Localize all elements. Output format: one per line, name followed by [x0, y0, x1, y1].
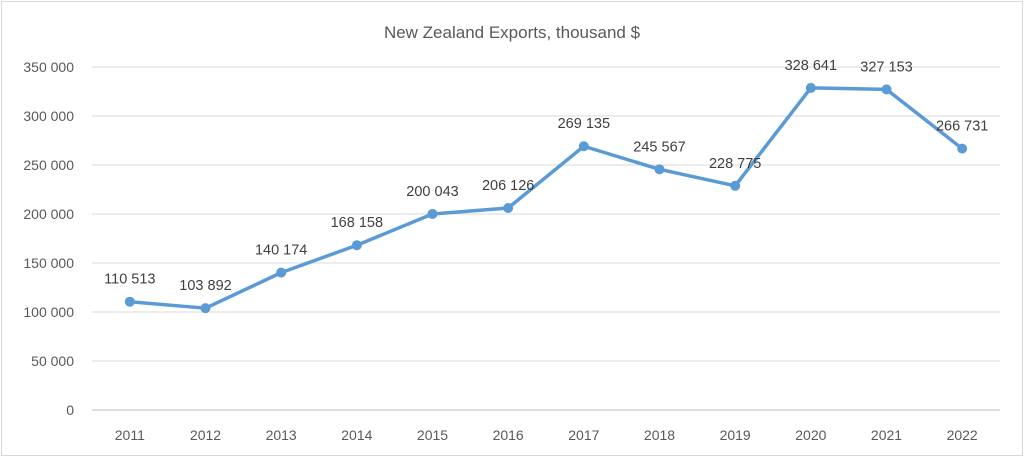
y-axis-tick-labels: 0 50 000 100 000 150 000 200 000 250 000 300 0… — [23, 59, 74, 418]
data-label: 200 043 — [406, 184, 458, 200]
data-label: 168 158 — [331, 215, 383, 231]
x-tick-label: 2016 — [493, 427, 524, 443]
x-tick-label: 2015 — [417, 427, 448, 443]
y-tick-label: 200 000 — [23, 206, 74, 222]
x-tick-label: 2022 — [947, 427, 978, 443]
data-label: 266 731 — [936, 119, 988, 135]
x-tick-label: 2014 — [341, 427, 372, 443]
x-tick-label: 2019 — [720, 427, 751, 443]
y-tick-label: 50 000 — [31, 353, 74, 369]
x-tick-label: 2011 — [115, 427, 145, 443]
data-point — [654, 164, 665, 175]
data-point — [200, 303, 211, 314]
data-point — [730, 180, 741, 191]
x-tick-label: 2018 — [644, 427, 675, 443]
data-point — [805, 82, 816, 93]
y-tick-label: 100 000 — [23, 304, 74, 320]
x-tick-label: 2017 — [568, 427, 599, 443]
data-label: 327 153 — [860, 59, 912, 75]
series-line — [128, 86, 964, 310]
series-line-path — [128, 86, 964, 310]
data-label: 228 775 — [709, 156, 761, 172]
data-point — [351, 240, 362, 251]
data-label: 140 174 — [255, 243, 307, 259]
gridlines — [92, 66, 1000, 411]
series-points — [124, 82, 968, 314]
data-label: 206 126 — [482, 178, 534, 194]
x-axis-tick-labels: 2011 2012 2013 2014 2015 2016 2017 2018 2019 2020… — [115, 427, 978, 443]
data-label: 103 892 — [179, 278, 231, 294]
data-point — [124, 296, 135, 307]
data-point — [503, 202, 514, 213]
x-tick-label: 2021 — [871, 427, 902, 443]
y-tick-label: 150 000 — [23, 255, 74, 271]
x-tick-label: 2012 — [190, 427, 221, 443]
data-labels: 110 513 103 892 140 174 168 158 200 043 206 1… — [104, 58, 988, 294]
data-point — [427, 208, 438, 219]
x-tick-label: 2013 — [266, 427, 297, 443]
data-point — [957, 143, 968, 154]
data-label: 269 135 — [558, 116, 610, 132]
data-point — [276, 267, 287, 278]
data-label: 245 567 — [633, 139, 685, 155]
data-label: 328 641 — [785, 58, 837, 74]
x-tick-label: 2020 — [795, 427, 826, 443]
data-point — [578, 141, 589, 152]
y-tick-label: 300 000 — [23, 108, 74, 124]
y-tick-label: 0 — [66, 402, 74, 418]
data-point — [881, 84, 892, 95]
data-label: 110 513 — [104, 272, 155, 288]
chart-title: New Zealand Exports, thousand $ — [384, 23, 641, 42]
y-tick-label: 250 000 — [23, 157, 74, 173]
y-tick-label: 350 000 — [23, 59, 74, 75]
